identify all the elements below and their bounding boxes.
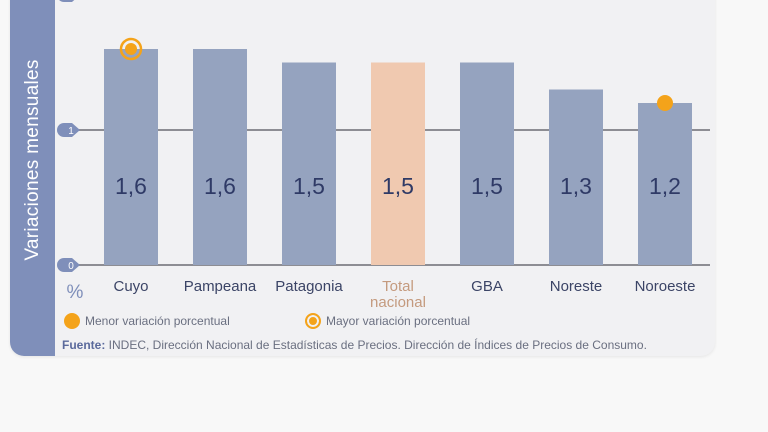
tick-marker-1 bbox=[57, 123, 80, 137]
data-label: 1,5 bbox=[471, 173, 503, 199]
source-label: Fuente: bbox=[62, 338, 106, 352]
filled-dot-icon bbox=[64, 313, 80, 329]
bar-noroeste bbox=[638, 103, 692, 265]
unit-label: % bbox=[67, 282, 84, 303]
ring-dot-icon bbox=[305, 313, 321, 329]
y-tick-label: 2 bbox=[68, 0, 74, 2]
x-tick-label: GBA bbox=[471, 278, 503, 295]
bar-gba bbox=[460, 62, 514, 265]
tick-marker-0 bbox=[57, 258, 80, 272]
bar-cuyo bbox=[104, 49, 158, 265]
legend-menor-label: Menor variación porcentual bbox=[85, 314, 230, 328]
x-tick-label: Cuyo bbox=[113, 278, 148, 295]
bar-patagonia bbox=[282, 62, 336, 265]
x-tick-label: nacional bbox=[370, 294, 426, 311]
tick-marker-2 bbox=[59, 0, 75, 2]
data-label: 1,3 bbox=[560, 173, 592, 199]
mayor-marker-dot bbox=[125, 43, 137, 55]
data-label: 1,5 bbox=[293, 173, 325, 199]
y-tick-label: 1 bbox=[68, 126, 74, 137]
legend-mayor: Mayor variación porcentual bbox=[305, 313, 470, 329]
source-note: Fuente: INDEC, Dirección Nacional de Est… bbox=[62, 338, 647, 352]
data-label: 1,2 bbox=[649, 173, 681, 199]
x-tick-label: Total bbox=[382, 278, 414, 295]
data-label: 1,5 bbox=[382, 173, 414, 199]
data-label: 1,6 bbox=[115, 173, 147, 199]
x-tick-label: Noreste bbox=[550, 278, 603, 295]
x-tick-label: Pampeana bbox=[184, 278, 257, 295]
bar-pampeana bbox=[193, 49, 247, 265]
data-label: 1,6 bbox=[204, 173, 236, 199]
y-axis-band bbox=[10, 0, 55, 356]
y-tick-label: 0 bbox=[68, 261, 74, 272]
bar-total-nacional bbox=[371, 62, 425, 265]
source-text: INDEC, Dirección Nacional de Estadística… bbox=[105, 338, 647, 352]
x-tick-label: Patagonia bbox=[275, 278, 343, 295]
mayor-marker-ring bbox=[119, 37, 143, 61]
x-tick-label: Noroeste bbox=[635, 278, 696, 295]
menor-marker bbox=[657, 95, 673, 111]
legend-mayor-label: Mayor variación porcentual bbox=[326, 314, 471, 328]
bar-noreste bbox=[549, 89, 603, 265]
legend-menor: Menor variación porcentual bbox=[64, 313, 230, 329]
